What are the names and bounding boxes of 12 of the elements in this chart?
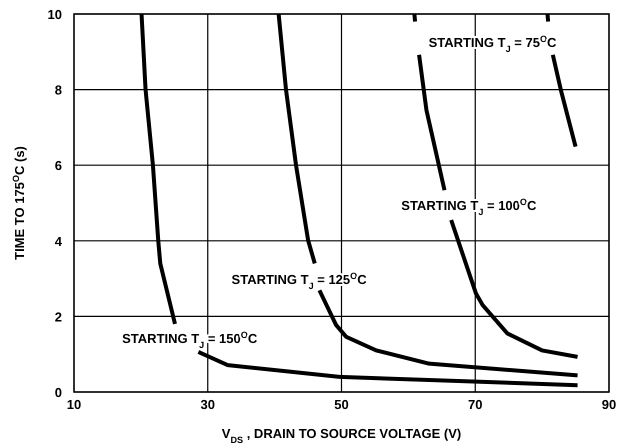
y-tick-label: 8 [54, 82, 62, 98]
y-tick-label: 2 [54, 309, 62, 324]
x-tick-label: 50 [334, 397, 349, 412]
x-tick-label: 30 [200, 397, 215, 412]
y-tick-label: 6 [54, 158, 62, 174]
y-tick-label: 4 [54, 234, 63, 249]
x-axis-title: V$_{DS}$ , DRAIN TO SOURCE VOLTAGE (V) [222, 426, 462, 445]
x-tick-label: 90 [602, 397, 616, 412]
x-tick-label: 70 [468, 397, 482, 412]
y-tick-label: 0 [54, 385, 62, 400]
y-tick-label: 10 [48, 7, 62, 22]
x-tick-label: 10 [66, 397, 82, 412]
